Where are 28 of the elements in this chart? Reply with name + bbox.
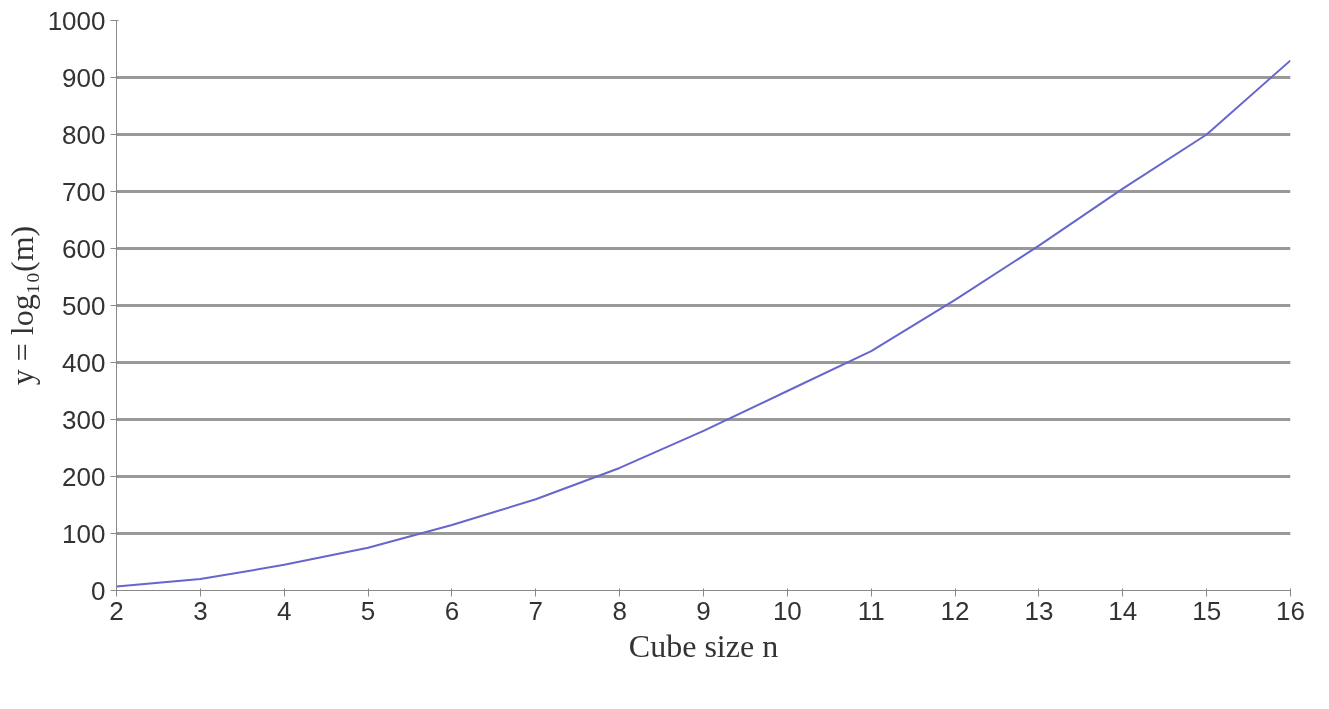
x-tick-label: 2 — [109, 595, 124, 626]
x-tick-label: 9 — [696, 595, 711, 626]
x-tick-label: 3 — [193, 595, 208, 626]
y-tick-label: 100 — [62, 518, 106, 549]
x-tick-label: 10 — [772, 595, 802, 626]
x-tick-label: 5 — [360, 595, 376, 626]
x-axis-title: Cube size n — [628, 627, 779, 664]
y-tick-label: 800 — [62, 119, 106, 150]
y-tick-label: 1000 — [47, 5, 106, 36]
x-tick-label: 11 — [857, 595, 885, 626]
y-tick-label: 900 — [62, 62, 106, 93]
x-tick-label: 12 — [940, 595, 970, 626]
x-tick-label: 13 — [1024, 595, 1054, 626]
x-tick-label: 14 — [1108, 595, 1138, 626]
y-tick-label: 300 — [62, 404, 106, 435]
y-axis-title: y = log₁₀(m) — [3, 225, 40, 386]
x-tick-label: 8 — [612, 595, 627, 626]
x-tick-label: 6 — [444, 595, 460, 626]
y-tick-label: 400 — [62, 347, 106, 378]
y-tick-label: 500 — [62, 290, 106, 321]
y-tick-label: 600 — [62, 233, 106, 264]
y-tick-label: 700 — [62, 176, 106, 207]
y-tick-label: 200 — [62, 461, 106, 492]
y-tick-label: 0 — [91, 575, 106, 606]
x-tick-label: 16 — [1276, 595, 1305, 626]
x-tick-label: 7 — [528, 595, 544, 626]
x-tick-label: 4 — [276, 595, 292, 626]
x-tick-label: 15 — [1192, 595, 1222, 626]
